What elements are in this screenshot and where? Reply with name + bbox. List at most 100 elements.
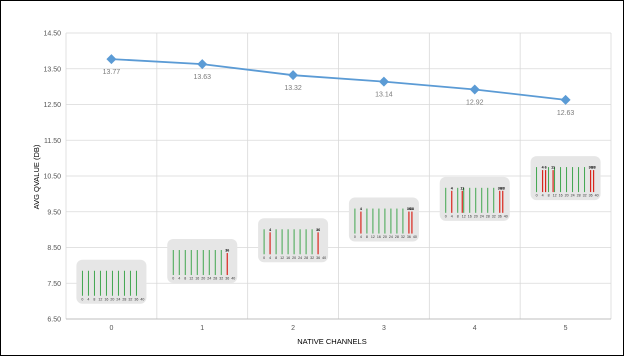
inset-bar-green (275, 229, 277, 255)
inset-bar-green (457, 187, 459, 213)
inset-bar-green (305, 229, 307, 255)
inset-axis-label: 8 (93, 297, 95, 301)
data-label: 13.32 (284, 85, 302, 92)
inset-axis-label: 36 (134, 297, 138, 301)
inset-axis-label: 20 (201, 277, 205, 281)
inset-axis-label: 8 (548, 194, 550, 198)
inset-axis-label: 32 (219, 277, 223, 281)
inset-axis-label: 28 (304, 256, 308, 260)
inset-axis-label: 20 (110, 297, 114, 301)
x-tick-labels: 0 1 2 3 4 5 (109, 325, 567, 332)
inset-axis-label: 32 (128, 297, 132, 301)
inset-axis-label: 16 (468, 214, 472, 218)
inset-bar-red (360, 211, 362, 234)
inset-bar-green (123, 270, 125, 296)
inset-bar-red (541, 170, 544, 193)
inset-axis-label: 24 (207, 277, 211, 281)
inset-card (76, 259, 147, 304)
inset-bar-green (445, 187, 447, 213)
inset-bar-green (402, 208, 404, 234)
y-tick-label: 13.50 (43, 66, 61, 73)
inset-axis-label: 4 (269, 256, 271, 260)
inset-bar-red (552, 170, 554, 193)
channel-inset: 4 6 11 36 380 4 8 12 16 20 24 28 32 36 40 (530, 156, 601, 201)
inset-bar-green (311, 229, 313, 255)
inset-axis-label: 4 (178, 277, 180, 281)
inset-channel-mark: 36 (589, 166, 593, 170)
inset-bar-red (502, 190, 504, 213)
inset-axis-label: 4 (451, 214, 453, 218)
inset-bar-green (178, 250, 180, 276)
inset-bar-green (87, 270, 89, 296)
inset-axis-label: 36 (316, 256, 320, 260)
inset-axis-label: 16 (559, 194, 563, 198)
series-line (111, 58, 566, 101)
data-label: 13.77 (103, 69, 121, 76)
data-point-marker (378, 76, 389, 87)
inset-bar-green (299, 229, 301, 255)
data-point-marker (106, 54, 117, 65)
inset-axis-label: 12 (371, 235, 375, 239)
inset-bar-green (396, 208, 398, 234)
y-tick-label: 6.50 (47, 317, 61, 324)
inset-bar-green (378, 208, 380, 234)
inset-bar-green (293, 229, 295, 255)
inset-axis-label: 20 (383, 235, 387, 239)
channel-inset: 360 4 8 12 16 20 24 28 32 36 40 (167, 239, 238, 284)
x-tick-label: 3 (382, 325, 386, 332)
inset-channel-mark: 4 (269, 228, 271, 232)
y-tick-label: 11.50 (44, 138, 61, 145)
inset-bar-red (451, 190, 453, 213)
inset-card (439, 176, 510, 221)
inset-bar-red (461, 190, 463, 213)
inset-axis-label: 40 (231, 277, 235, 281)
data-label: 12.92 (466, 99, 484, 106)
x-tick-label: 1 (200, 325, 204, 332)
y-tick-label: 14.50 (43, 31, 61, 38)
x-tick-label: 0 (109, 325, 113, 332)
inset-bar-green (536, 167, 538, 193)
inset-bar-green (81, 270, 83, 296)
inset-axis-label: 28 (395, 235, 399, 239)
inset-axis-label: 24 (480, 214, 484, 218)
inset-axis-label: 32 (492, 214, 496, 218)
inset-bar-green (481, 187, 483, 213)
inset-bar-green (584, 167, 586, 193)
inset-bar-red (499, 190, 501, 213)
inset-bar-green (281, 229, 283, 255)
inset-axis-label: 8 (184, 277, 186, 281)
inset-bar-green (196, 250, 198, 276)
inset-axis-label: 4 (542, 194, 544, 198)
inset-channel-mark: 4 (542, 166, 544, 170)
inset-bar-green (220, 250, 222, 276)
inset-axis-label: 32 (583, 194, 587, 198)
inset-channel-mark: 11 (460, 186, 464, 190)
inset-axis-label: 40 (322, 256, 326, 260)
inset-bar-green (208, 250, 210, 276)
x-tick-label: 2 (291, 325, 295, 332)
inset-bar-green (190, 250, 192, 276)
data-label: 13.14 (375, 92, 393, 99)
y-tick-label: 9.50 (47, 209, 61, 216)
inset-bar-green (93, 270, 95, 296)
inset-axis-label: 8 (275, 256, 277, 260)
inset-axis-label: 40 (504, 214, 508, 218)
inset-channel-mark: 4 (360, 207, 362, 211)
inset-bar-green (560, 167, 562, 193)
inset-bar-green (463, 187, 465, 213)
inset-axis-label: 32 (401, 235, 405, 239)
inset-bar-green (287, 229, 289, 255)
inset-bar-red (589, 170, 592, 193)
inset-channel-mark: 36 (407, 207, 411, 211)
inset-bar-green (572, 167, 574, 193)
inset-axis-label: 40 (140, 297, 144, 301)
inset-axis-label: 36 (225, 277, 229, 281)
inset-card (530, 156, 601, 201)
inset-bar-green (117, 270, 119, 296)
data-point-marker (560, 94, 571, 105)
inset-bar-green (172, 250, 174, 276)
inset-channel-mark: 36 (225, 249, 229, 253)
